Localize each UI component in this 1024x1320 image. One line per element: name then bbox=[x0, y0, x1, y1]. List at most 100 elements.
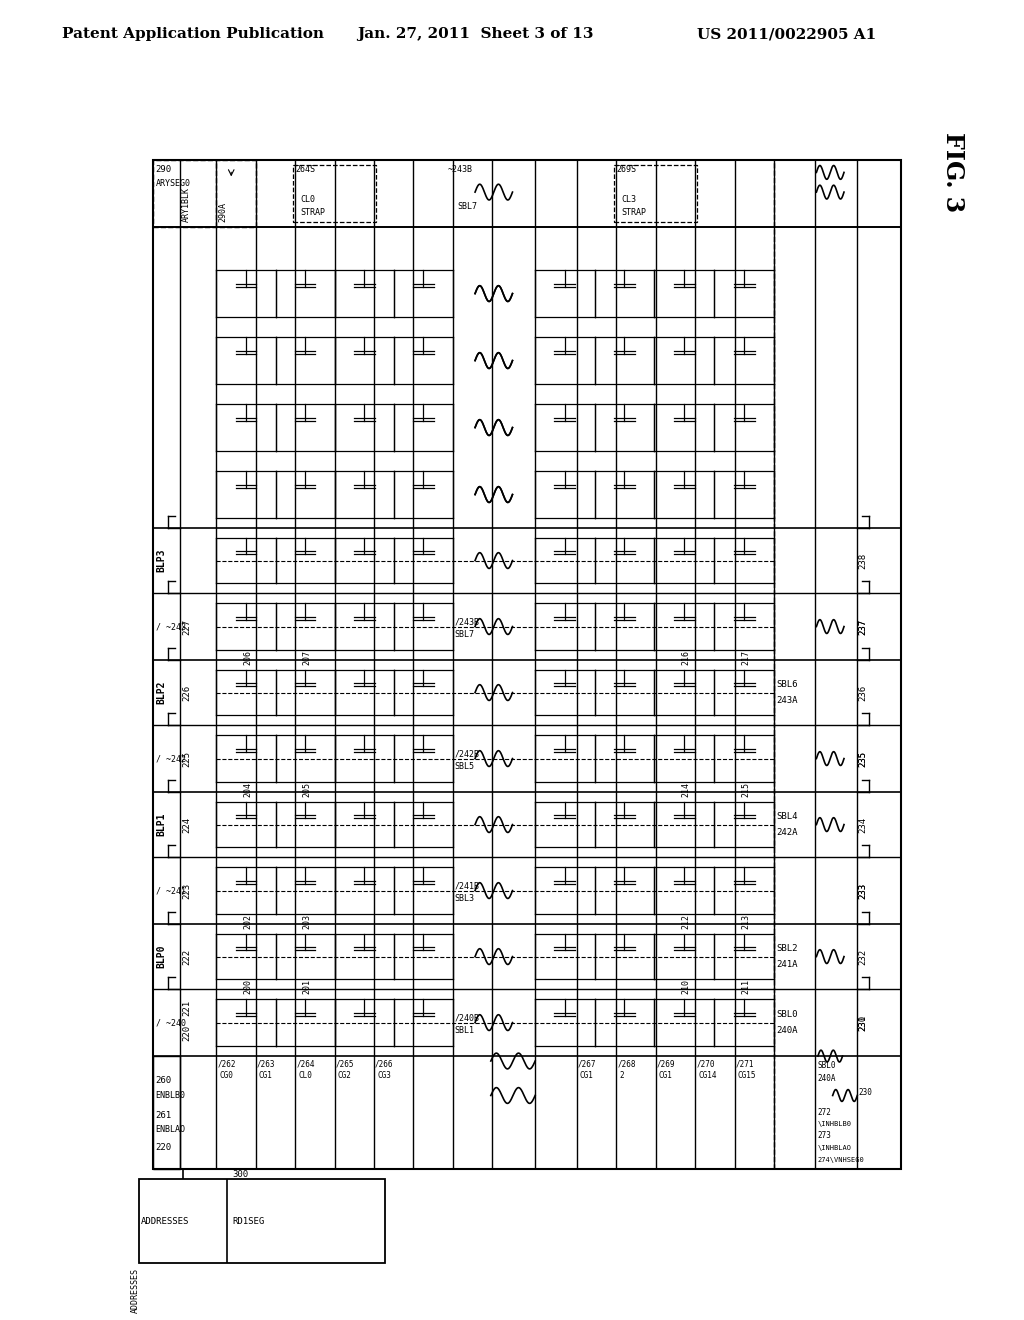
Text: 211: 211 bbox=[741, 979, 751, 994]
Text: /265: /265 bbox=[336, 1060, 354, 1068]
Text: 206: 206 bbox=[243, 649, 252, 665]
Text: BLP0: BLP0 bbox=[157, 945, 166, 969]
Text: 220: 220 bbox=[182, 1024, 190, 1040]
Text: 230: 230 bbox=[859, 1088, 872, 1097]
Text: CL0: CL0 bbox=[300, 194, 315, 203]
Text: 231: 231 bbox=[859, 1015, 867, 1031]
Text: 207: 207 bbox=[302, 649, 311, 665]
Text: ENBLB0: ENBLB0 bbox=[156, 1092, 185, 1100]
Text: 273: 273 bbox=[817, 1131, 831, 1140]
Text: /268: /268 bbox=[617, 1060, 636, 1068]
Text: Jan. 27, 2011  Sheet 3 of 13: Jan. 27, 2011 Sheet 3 of 13 bbox=[357, 28, 594, 41]
Text: 232: 232 bbox=[859, 949, 867, 965]
Text: 261: 261 bbox=[156, 1110, 171, 1119]
Text: SBL3: SBL3 bbox=[455, 894, 475, 903]
Text: Patent Application Publication: Patent Application Publication bbox=[61, 28, 324, 41]
Bar bbox=[154, 160, 256, 227]
Text: / ~240: / ~240 bbox=[157, 1018, 186, 1027]
Text: 237: 237 bbox=[859, 619, 867, 635]
Bar bbox=[614, 165, 697, 222]
Text: / ~242: / ~242 bbox=[157, 754, 186, 763]
Text: 204: 204 bbox=[243, 781, 252, 797]
Text: 216: 216 bbox=[681, 649, 690, 665]
Text: / ~243: / ~243 bbox=[157, 622, 186, 631]
Text: SBL7: SBL7 bbox=[455, 630, 475, 639]
Text: 215: 215 bbox=[741, 781, 751, 797]
Text: CG14: CG14 bbox=[698, 1072, 717, 1080]
Text: 230: 230 bbox=[859, 1015, 867, 1031]
Text: 234: 234 bbox=[859, 817, 867, 833]
Text: / ~241: / ~241 bbox=[157, 886, 186, 895]
Text: 225: 225 bbox=[182, 751, 190, 767]
Text: SBL1: SBL1 bbox=[455, 1026, 475, 1035]
Text: CG1: CG1 bbox=[580, 1072, 594, 1080]
Text: 217: 217 bbox=[741, 649, 751, 665]
Text: 264S: 264S bbox=[295, 165, 315, 174]
Text: 269S: 269S bbox=[616, 165, 637, 174]
Text: SBL0: SBL0 bbox=[776, 1010, 798, 1019]
Text: ENBLAO: ENBLAO bbox=[156, 1126, 185, 1134]
Text: \INHBLB0: \INHBLB0 bbox=[817, 1121, 851, 1127]
Text: 2: 2 bbox=[620, 1072, 624, 1080]
Text: 227: 227 bbox=[182, 619, 190, 635]
Text: /264: /264 bbox=[296, 1060, 314, 1068]
Text: ARYSEG0: ARYSEG0 bbox=[156, 178, 190, 187]
Text: 233: 233 bbox=[859, 883, 867, 899]
Text: 203: 203 bbox=[302, 913, 311, 929]
Text: /240B: /240B bbox=[455, 1014, 480, 1022]
Text: BLP1: BLP1 bbox=[157, 813, 166, 837]
Text: US 2011/0022905 A1: US 2011/0022905 A1 bbox=[697, 28, 877, 41]
Text: 300: 300 bbox=[232, 1170, 249, 1179]
Bar bbox=[154, 1056, 180, 1170]
Text: FIG. 3: FIG. 3 bbox=[941, 132, 966, 213]
Text: 236: 236 bbox=[859, 685, 867, 701]
Text: /266: /266 bbox=[375, 1060, 393, 1068]
Text: /241B: /241B bbox=[455, 882, 480, 890]
Text: 201: 201 bbox=[302, 979, 311, 994]
Text: 260: 260 bbox=[156, 1076, 171, 1085]
Text: 237: 237 bbox=[859, 619, 867, 635]
Text: 240A: 240A bbox=[817, 1074, 836, 1084]
Text: CG0: CG0 bbox=[219, 1072, 233, 1080]
Text: 235: 235 bbox=[859, 751, 867, 767]
Text: 221: 221 bbox=[182, 999, 190, 1016]
Text: ARY1BLK: ARY1BLK bbox=[182, 186, 190, 222]
Text: /270: /270 bbox=[696, 1060, 715, 1068]
Text: BLP2: BLP2 bbox=[157, 681, 166, 705]
Text: SBL7: SBL7 bbox=[458, 202, 478, 211]
Text: CL0: CL0 bbox=[298, 1072, 312, 1080]
Text: 224: 224 bbox=[182, 817, 190, 833]
Text: ADDRESSES: ADDRESSES bbox=[131, 1269, 140, 1313]
Text: CG1: CG1 bbox=[259, 1072, 272, 1080]
Text: /267: /267 bbox=[578, 1060, 597, 1068]
Text: /243B: /243B bbox=[455, 618, 480, 626]
Text: CL3: CL3 bbox=[622, 194, 636, 203]
Text: CG1: CG1 bbox=[658, 1072, 673, 1080]
Text: 200: 200 bbox=[243, 979, 252, 994]
Text: CG15: CG15 bbox=[737, 1072, 756, 1080]
Text: 223: 223 bbox=[182, 883, 190, 899]
Text: 243A: 243A bbox=[776, 696, 798, 705]
Text: 290: 290 bbox=[156, 165, 171, 174]
Bar bbox=[293, 165, 376, 222]
Text: 240A: 240A bbox=[776, 1026, 798, 1035]
Text: 220: 220 bbox=[156, 1143, 171, 1152]
Text: 210: 210 bbox=[681, 979, 690, 994]
Text: 222: 222 bbox=[182, 949, 190, 965]
Text: 241A: 241A bbox=[776, 960, 798, 969]
Text: ADDRESSES: ADDRESSES bbox=[140, 1217, 189, 1225]
Text: \INHBLAO: \INHBLAO bbox=[817, 1144, 851, 1151]
Text: 214: 214 bbox=[681, 781, 690, 797]
Bar bbox=[154, 160, 901, 1170]
Text: 272: 272 bbox=[817, 1107, 831, 1117]
Text: /271: /271 bbox=[735, 1060, 754, 1068]
Text: BLP3: BLP3 bbox=[157, 549, 166, 573]
Text: 226: 226 bbox=[182, 685, 190, 701]
Bar bbox=[154, 160, 901, 227]
Text: 235: 235 bbox=[859, 751, 867, 767]
Text: 242A: 242A bbox=[776, 828, 798, 837]
Text: ~243B: ~243B bbox=[447, 165, 473, 174]
Text: /269: /269 bbox=[656, 1060, 675, 1068]
Bar bbox=[138, 1179, 385, 1263]
Text: SBL4: SBL4 bbox=[776, 812, 798, 821]
